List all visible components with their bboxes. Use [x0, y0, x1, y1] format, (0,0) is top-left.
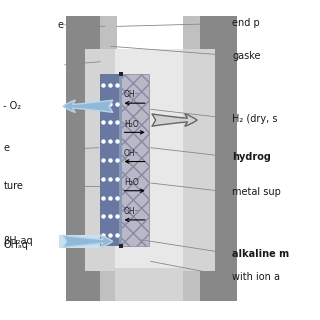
Text: OH⁻: OH⁻ — [123, 207, 139, 216]
Bar — [100, 74, 120, 246]
Bar — [119, 72, 123, 76]
Bar — [183, 16, 237, 301]
Text: e: e — [57, 20, 63, 30]
Bar — [100, 16, 117, 301]
Bar — [119, 74, 122, 246]
Bar — [116, 49, 183, 271]
Bar — [85, 49, 116, 271]
Text: βH₂aq: βH₂aq — [3, 236, 33, 246]
Text: H₂ (dry, s: H₂ (dry, s — [232, 114, 278, 124]
Bar — [116, 268, 183, 301]
Text: OHₐq: OHₐq — [3, 240, 28, 251]
Bar — [59, 235, 102, 248]
Bar — [120, 74, 149, 246]
Text: end p: end p — [232, 18, 260, 28]
Text: OH⁻: OH⁻ — [123, 149, 139, 158]
Bar — [119, 244, 123, 248]
Bar — [102, 100, 114, 112]
Text: - O₂: - O₂ — [3, 101, 21, 111]
Text: H₂O: H₂O — [124, 178, 139, 187]
Bar — [66, 16, 117, 301]
Text: hydrog: hydrog — [232, 152, 271, 162]
Bar — [183, 16, 200, 301]
Text: ture: ture — [3, 181, 23, 191]
Text: alkaline m: alkaline m — [232, 249, 289, 259]
Text: metal sup: metal sup — [232, 187, 281, 197]
Text: gaske: gaske — [232, 51, 261, 60]
Text: OH⁻: OH⁻ — [123, 90, 139, 100]
Bar — [183, 49, 215, 271]
Text: H₂O: H₂O — [124, 120, 139, 129]
Text: with ion a: with ion a — [232, 272, 280, 282]
Text: e: e — [3, 143, 9, 153]
